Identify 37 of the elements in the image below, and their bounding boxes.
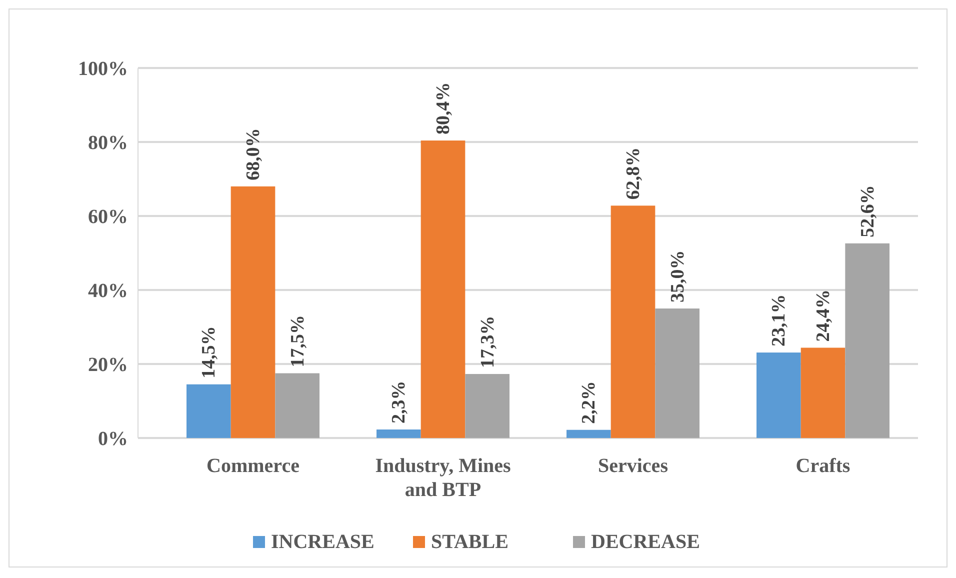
bar xyxy=(376,429,421,438)
data-label: 24,4% xyxy=(813,289,834,342)
bar xyxy=(566,430,611,438)
y-tick-label: 20% xyxy=(88,354,128,376)
data-label: 23,1% xyxy=(768,294,790,347)
bar xyxy=(800,348,846,438)
x-tick-label: Services xyxy=(598,455,668,477)
y-tick-label: 60% xyxy=(88,206,128,228)
x-tick-label: Industry, Mines and BTP xyxy=(375,455,512,501)
bar xyxy=(756,352,801,438)
data-label: 62,8% xyxy=(623,147,644,200)
data-label: 17,5% xyxy=(287,315,308,368)
legend-label: INCREASE xyxy=(271,531,374,553)
bar xyxy=(465,374,510,438)
data-label: 2,2% xyxy=(578,381,600,424)
data-label: 2,3% xyxy=(388,380,410,424)
data-label: 17,3% xyxy=(477,316,498,368)
data-label: 35,0% xyxy=(667,250,688,302)
data-label: 14,5% xyxy=(198,326,220,378)
y-tick-label: 0% xyxy=(98,428,128,450)
y-tick-label: 80% xyxy=(88,132,128,154)
bar xyxy=(420,140,466,438)
data-label: 80,4% xyxy=(433,82,454,135)
bar xyxy=(230,186,276,438)
data-label: 68,0% xyxy=(243,128,264,180)
data-label: 52,6% xyxy=(857,185,878,238)
bar xyxy=(655,308,700,438)
legend-label: DECREASE xyxy=(591,531,700,553)
bar xyxy=(275,373,320,438)
y-tick-label: 40% xyxy=(88,280,128,302)
bar xyxy=(845,243,890,438)
y-tick-label: 100% xyxy=(78,58,128,80)
bar xyxy=(186,384,231,438)
x-tick-label: Crafts xyxy=(796,455,850,477)
legend-label: STABLE xyxy=(431,531,508,553)
x-tick-label: Commerce xyxy=(206,455,300,477)
bar xyxy=(610,206,656,438)
